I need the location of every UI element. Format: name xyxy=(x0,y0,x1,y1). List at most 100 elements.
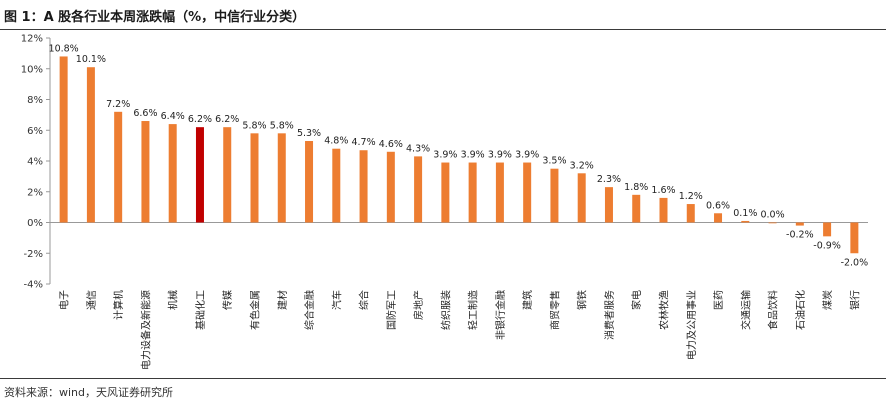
bar xyxy=(223,127,232,223)
bar xyxy=(441,162,450,223)
data-label: 6.4% xyxy=(161,111,185,122)
bar xyxy=(714,213,723,223)
bar xyxy=(850,222,859,254)
data-label: 1.2% xyxy=(679,191,703,202)
x-tick-label: 医药 xyxy=(713,290,725,310)
data-label: 10.1% xyxy=(76,54,106,65)
x-tick-label: 建材 xyxy=(276,290,289,310)
bar xyxy=(114,111,123,223)
x-tick-label: 消费者服务 xyxy=(603,290,616,340)
data-label: -0.9% xyxy=(813,240,841,251)
data-label: 1.6% xyxy=(651,185,675,196)
bar xyxy=(195,127,204,223)
x-tick-label: 计算机 xyxy=(112,290,125,320)
bar xyxy=(359,150,368,223)
data-label: 10.8% xyxy=(49,43,79,54)
data-label: -2.0% xyxy=(841,257,869,268)
data-label: 0.0% xyxy=(760,210,784,221)
bar xyxy=(604,187,613,223)
data-label: 0.6% xyxy=(706,200,730,211)
x-tick-label: 机械 xyxy=(167,290,180,310)
y-tick-label: -4% xyxy=(24,280,43,291)
bar xyxy=(277,133,286,223)
data-label: 6.6% xyxy=(133,108,157,119)
data-label: 6.2% xyxy=(215,114,239,125)
bar xyxy=(741,220,750,223)
bar xyxy=(86,67,95,223)
bar xyxy=(250,133,259,223)
bottom-rule xyxy=(0,378,886,379)
data-label: 3.5% xyxy=(542,156,566,167)
data-label: 3.9% xyxy=(433,150,457,161)
x-tick-label: 有色金属 xyxy=(249,290,262,330)
x-tick-label: 汽车 xyxy=(330,290,343,310)
bar xyxy=(468,162,477,223)
data-label: 5.3% xyxy=(297,128,321,139)
x-tick-label: 建筑 xyxy=(521,290,534,310)
data-label: 1.8% xyxy=(624,182,648,193)
x-tick-label: 电子 xyxy=(58,290,71,310)
bar xyxy=(495,162,504,223)
y-tick-label: 0% xyxy=(27,218,43,229)
bar xyxy=(386,151,395,223)
top-rule xyxy=(0,29,886,30)
x-tick-label: 基础化工 xyxy=(194,290,207,330)
bar xyxy=(523,162,532,223)
x-tick-label: 商贸零售 xyxy=(548,290,561,330)
data-label: 5.8% xyxy=(270,120,294,131)
bar xyxy=(141,121,150,223)
bar xyxy=(168,124,177,223)
bar xyxy=(795,222,804,226)
data-label: 6.2% xyxy=(188,114,212,125)
data-label: 0.1% xyxy=(733,208,757,219)
bar-chart: 12% 10% 8% 6% 4% 2% 0% -2% -4% 10.8% 电子 10.1% 通信 7.2%… xyxy=(21,34,869,371)
bar xyxy=(414,156,423,223)
bar xyxy=(550,168,559,223)
x-tick-label: 家电 xyxy=(630,290,643,310)
data-label: 3.9% xyxy=(461,150,485,161)
bar xyxy=(823,222,832,237)
bar xyxy=(632,194,641,223)
figure-title: 图 1：A 股各行业本周涨跌幅（%，中信行业分类） xyxy=(4,10,306,25)
x-tick-label: 传媒 xyxy=(222,290,234,310)
bar xyxy=(659,197,668,223)
x-tick-label: 综合 xyxy=(358,290,371,310)
x-tick-label: 综合金融 xyxy=(303,290,316,330)
bar xyxy=(686,204,695,223)
data-label: 3.9% xyxy=(488,150,512,161)
x-tick-label: 国防军工 xyxy=(385,290,398,330)
data-label: 4.8% xyxy=(324,136,348,147)
bar xyxy=(305,141,314,223)
x-tick-label: 纺织服装 xyxy=(439,290,452,330)
data-label: 4.3% xyxy=(406,143,430,154)
data-label: 4.7% xyxy=(351,137,375,148)
x-tick-label: 钢铁 xyxy=(576,290,589,310)
x-tick-label: 电力及公用事业 xyxy=(685,290,698,360)
data-label: 7.2% xyxy=(106,99,130,110)
y-tick-label: 2% xyxy=(27,187,43,198)
x-tick-label: 银行 xyxy=(848,290,861,310)
x-tick-label: 轻工制造 xyxy=(467,290,480,330)
bar xyxy=(332,148,341,223)
x-tick-label: 农林牧渔 xyxy=(658,290,671,330)
y-tick-label: 12% xyxy=(21,34,43,45)
data-label: 3.9% xyxy=(515,150,539,161)
bar xyxy=(577,173,586,223)
x-tick-label: 非银行金融 xyxy=(494,290,507,340)
x-tick-label: 交通运输 xyxy=(739,290,752,330)
x-tick-label: 电力设备及新能源 xyxy=(139,290,152,370)
data-label: 3.2% xyxy=(570,160,594,171)
figure-title-bar: 图 1：A 股各行业本周涨跌幅（%，中信行业分类） xyxy=(0,0,886,30)
x-tick-label: 食品饮料 xyxy=(767,290,780,330)
y-tick-label: 4% xyxy=(27,157,43,168)
x-tick-label: 通信 xyxy=(86,290,98,310)
source-note: 资料来源：wind，天风证券研究所 xyxy=(4,386,174,399)
y-tick-label: 8% xyxy=(27,95,43,106)
y-tick-label: -2% xyxy=(24,249,43,260)
data-label: -0.2% xyxy=(786,230,814,241)
data-label: 2.3% xyxy=(597,174,621,185)
x-tick-label: 煤炭 xyxy=(821,290,834,310)
x-tick-label: 房地产 xyxy=(412,290,425,320)
bar xyxy=(59,56,68,223)
y-tick-label: 6% xyxy=(27,126,43,137)
